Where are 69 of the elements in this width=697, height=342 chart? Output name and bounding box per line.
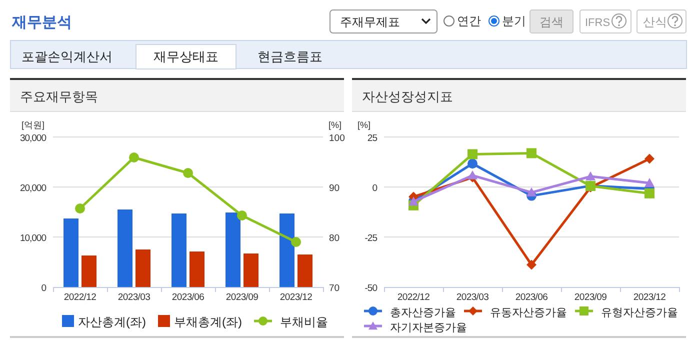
x-tick-label: 2023/09: [226, 292, 258, 303]
chart-title: 주요재무항목: [20, 89, 98, 104]
y2-axis-title: [%]: [328, 120, 342, 130]
x-tick-label: 2023/12: [280, 292, 312, 303]
text: 재무상태표: [154, 49, 218, 64]
bar: [190, 252, 204, 287]
point: [75, 204, 85, 214]
bar: [64, 218, 78, 287]
bar: [244, 254, 258, 287]
text: 재무분석: [11, 14, 72, 31]
point: [237, 210, 247, 220]
x-tick-label: 2022/12: [397, 292, 430, 303]
y2-tick-label: 70: [329, 283, 340, 294]
x-tick-label: 2023/06: [172, 292, 204, 303]
y-tick-label: 20,000: [20, 183, 46, 194]
bar: [118, 210, 132, 287]
x-tick-label: 2022/12: [64, 292, 96, 303]
y2-tick-label: 100: [329, 133, 345, 144]
x-tick-label: 2023/12: [633, 292, 666, 303]
legend-label: 자기자본증가율: [390, 322, 467, 334]
y-tick-label: 0: [372, 183, 378, 194]
text: 포괄손익계산서: [22, 49, 112, 64]
bar: [136, 250, 150, 287]
text: 연간: [457, 14, 481, 28]
x-tick-label: 2023/06: [515, 292, 548, 303]
point: [586, 171, 596, 180]
point: [644, 154, 654, 164]
x-tick-label: 2023/09: [574, 292, 607, 303]
x-tick-label: 2023/03: [456, 292, 489, 303]
point: [644, 188, 654, 198]
legend-label: 유형자산증가율: [601, 307, 678, 319]
y-tick-label: 10,000: [20, 233, 46, 244]
text: IFRS: [585, 17, 610, 29]
bar: [172, 214, 186, 287]
y-tick-label: 25: [367, 133, 378, 144]
legend-label: 자산총계(좌): [78, 315, 146, 329]
legend-label: 부채비율: [280, 315, 328, 329]
legend-label: 유동자산증가율: [490, 307, 567, 319]
legend-label: 총자산증가율: [390, 307, 456, 319]
bar: [298, 254, 312, 287]
point: [291, 237, 301, 247]
point: [468, 149, 478, 160]
y-tick-label: 30,000: [20, 133, 46, 144]
point: [468, 170, 478, 180]
y-tick-label: -25: [364, 233, 378, 244]
y-axis-title: [%]: [357, 120, 371, 130]
point: [644, 178, 654, 187]
legend-label: 부채총계(좌): [174, 315, 242, 329]
point: [526, 148, 536, 158]
point: [183, 168, 193, 178]
point: [468, 158, 478, 169]
x-tick-label: 2023/03: [118, 292, 150, 303]
point: [129, 152, 139, 162]
y-tick-label: 0: [41, 283, 46, 294]
text: 산식: [643, 15, 667, 29]
text: 현금흐름표: [258, 49, 322, 64]
point: [526, 187, 536, 196]
bar: [82, 256, 96, 287]
y2-tick-label: 80: [329, 233, 340, 244]
chart-title: 자산성장성지표: [362, 89, 453, 104]
y-tick-label: -50: [364, 283, 378, 294]
y2-tick-label: 90: [329, 183, 340, 194]
bar: [280, 214, 294, 287]
text: 분기: [502, 14, 526, 28]
bar: [226, 212, 240, 287]
text: 주재무제표: [340, 15, 400, 29]
y-axis-title: [억원]: [21, 120, 45, 130]
text: 검색: [540, 15, 564, 29]
point: [526, 260, 536, 270]
